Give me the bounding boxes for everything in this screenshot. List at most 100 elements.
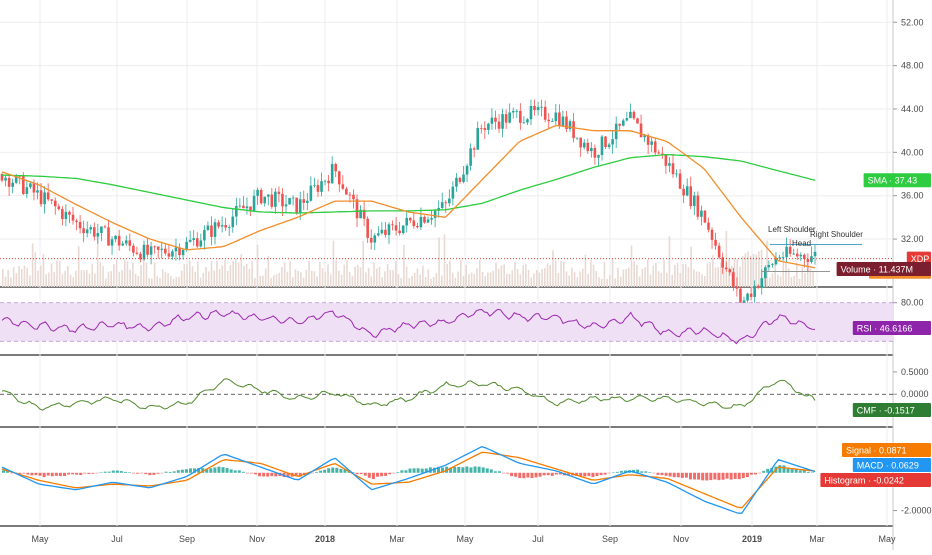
x-tick-label: Jul (111, 534, 123, 544)
candle-body (689, 186, 693, 207)
volume-bar (760, 249, 763, 287)
macd-histogram-bar (493, 471, 497, 473)
candle-body (444, 202, 448, 204)
axis-layer: May Jul Sep Nov 2018 Mar May Jul Sep Nov 2019 Mar Ma… (31, 17, 931, 544)
candle-body (313, 185, 316, 186)
macd-histogram-bar (522, 472, 526, 479)
volume-bar (205, 266, 207, 287)
macd-histogram-bar (384, 472, 388, 476)
volume-bar (403, 244, 405, 287)
macd-histogram-bar (371, 472, 375, 480)
volume-bar (630, 245, 633, 287)
macd-histogram-bar (233, 470, 237, 473)
macd-histogram-bar (315, 472, 319, 473)
badge-xdp: XDP (911, 254, 930, 264)
candle-body (732, 272, 735, 287)
candle-body (235, 206, 238, 217)
macd-histogram-bar (745, 472, 749, 478)
macd-histogram-bar (144, 472, 148, 475)
volume-bar (151, 278, 153, 287)
volume-bar (603, 261, 606, 287)
volume-bar (115, 259, 118, 287)
candle-body (792, 253, 795, 255)
candle-body (302, 199, 306, 203)
candle-body (142, 244, 146, 260)
candle-body (721, 257, 724, 268)
price-tick-label: 48.00 (901, 61, 924, 71)
macd-histogram-bar (359, 472, 363, 475)
candle-body (700, 210, 703, 217)
candle-body (4, 177, 7, 181)
volume-bar (161, 269, 164, 287)
volume-bar (367, 267, 370, 287)
volume-bar (39, 265, 42, 287)
volume-bar (587, 274, 589, 287)
candle-body (707, 222, 710, 230)
macd-histogram-bar (319, 470, 323, 473)
volume-bar (348, 271, 351, 287)
candle-body (384, 229, 387, 235)
volume-bar (378, 266, 381, 287)
candle-body (359, 209, 362, 219)
volume-bar (359, 267, 362, 287)
macd-histogram-bar (123, 471, 127, 473)
badge-histogram-bg (820, 473, 931, 487)
candle-body (813, 251, 817, 257)
candle-body (39, 190, 43, 205)
macd-histogram-bar (778, 465, 782, 473)
volume-bar (319, 261, 321, 287)
macd-histogram-bar (2, 470, 5, 473)
macd-histogram-bar (623, 470, 627, 473)
candle-body (36, 190, 39, 193)
candle-body (479, 128, 483, 129)
volume-bar (384, 271, 386, 287)
candle-body (195, 238, 199, 247)
volume-bar (560, 260, 562, 287)
candle-body (497, 121, 501, 129)
volume-bar (690, 246, 692, 287)
macd-histogram-bar (558, 472, 562, 475)
volume-bar (652, 265, 654, 287)
candle-body (621, 120, 625, 126)
macd-histogram-bar (50, 472, 54, 477)
candle-body (426, 219, 430, 223)
candle-body (295, 197, 298, 214)
candle-body (181, 249, 185, 256)
macd-histogram-bar (461, 467, 465, 473)
candle-body (529, 105, 533, 120)
candle-body (423, 216, 426, 223)
macd-histogram-bar (607, 472, 611, 474)
candle-body (32, 183, 36, 193)
candle-body (337, 171, 341, 185)
volume-bar (2, 269, 4, 287)
macd-histogram-bar (75, 472, 79, 475)
volume-bar (221, 265, 224, 287)
candle-body (231, 216, 235, 228)
candle-body (561, 116, 565, 126)
volume-bar (400, 277, 402, 287)
candle-body (675, 173, 678, 175)
volume-bar (270, 278, 272, 287)
macd-histogram-bar (701, 472, 705, 481)
macd-histogram-bar (225, 468, 229, 473)
volume-bar (687, 267, 690, 287)
volume-bar (595, 271, 598, 287)
volume-bar (712, 255, 714, 287)
candle-body (554, 112, 558, 122)
volume-bar (354, 266, 356, 287)
volume-bar (544, 268, 546, 287)
volume-bar (522, 265, 524, 287)
candle-body (53, 200, 57, 207)
candle-body (803, 254, 806, 260)
macd-histogram-bar (310, 472, 314, 474)
volume-bar (812, 271, 814, 287)
candle-body (270, 194, 274, 207)
volume-bar (796, 262, 798, 287)
macd-histogram-bar (172, 471, 176, 473)
candle-body (572, 121, 575, 139)
volume-bar (300, 272, 302, 287)
candle-body (277, 191, 281, 194)
volume-bar (530, 277, 533, 287)
